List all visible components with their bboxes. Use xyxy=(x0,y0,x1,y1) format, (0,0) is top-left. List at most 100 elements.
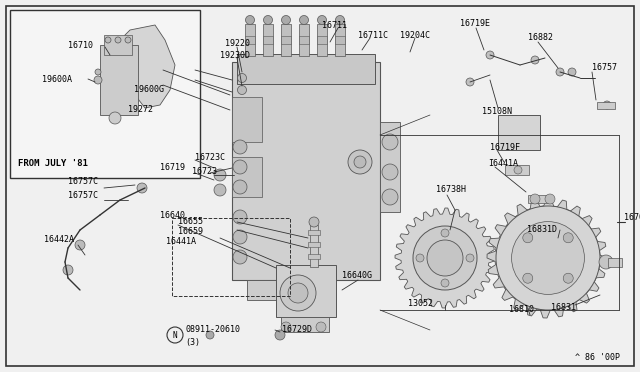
Bar xyxy=(299,36,309,44)
Circle shape xyxy=(233,160,247,174)
Circle shape xyxy=(523,233,532,243)
Circle shape xyxy=(556,68,564,76)
Bar xyxy=(247,280,307,300)
Circle shape xyxy=(105,37,111,43)
Circle shape xyxy=(563,233,573,243)
Circle shape xyxy=(525,235,572,281)
Bar xyxy=(232,157,262,197)
Bar xyxy=(335,36,345,44)
Circle shape xyxy=(233,210,247,224)
Text: 16700: 16700 xyxy=(624,214,640,222)
Circle shape xyxy=(466,78,474,86)
Text: 16711: 16711 xyxy=(322,20,347,29)
Circle shape xyxy=(233,250,247,264)
Bar xyxy=(308,254,320,259)
Circle shape xyxy=(63,265,73,275)
Text: 16655: 16655 xyxy=(178,218,203,227)
Text: 16719E: 16719E xyxy=(460,19,490,29)
Text: 16442A: 16442A xyxy=(44,235,74,244)
Bar xyxy=(100,45,138,115)
Circle shape xyxy=(282,16,291,25)
Circle shape xyxy=(94,76,102,84)
Circle shape xyxy=(508,218,589,299)
Circle shape xyxy=(523,273,532,283)
Text: ^ 86 '00P: ^ 86 '00P xyxy=(575,353,620,362)
Text: 13052: 13052 xyxy=(408,299,433,308)
Circle shape xyxy=(416,254,424,262)
Text: 16831D: 16831D xyxy=(527,225,557,234)
Circle shape xyxy=(427,240,463,276)
Circle shape xyxy=(441,279,449,287)
Circle shape xyxy=(382,189,398,205)
Circle shape xyxy=(563,273,573,283)
Circle shape xyxy=(486,51,494,59)
Bar xyxy=(263,24,273,56)
Circle shape xyxy=(280,275,316,311)
Bar xyxy=(281,24,291,56)
Text: 16831: 16831 xyxy=(551,304,576,312)
Text: 19204C: 19204C xyxy=(400,32,430,41)
Circle shape xyxy=(109,112,121,124)
Circle shape xyxy=(309,217,319,227)
Bar xyxy=(380,122,400,212)
Circle shape xyxy=(288,283,308,303)
Text: 16757: 16757 xyxy=(592,64,617,73)
Text: (3): (3) xyxy=(185,337,200,346)
Circle shape xyxy=(531,56,539,64)
Bar xyxy=(232,62,380,280)
Text: 16441A: 16441A xyxy=(166,237,196,247)
Circle shape xyxy=(281,322,291,332)
Bar xyxy=(308,230,320,235)
Text: 16757C: 16757C xyxy=(68,177,98,186)
Text: 19220: 19220 xyxy=(225,39,250,48)
Circle shape xyxy=(300,16,308,25)
Circle shape xyxy=(413,226,477,290)
Bar xyxy=(281,317,329,332)
Text: 19272: 19272 xyxy=(128,106,153,115)
Circle shape xyxy=(214,169,226,181)
Text: 16738H: 16738H xyxy=(436,186,466,195)
Text: 19600G: 19600G xyxy=(134,86,164,94)
Circle shape xyxy=(530,194,540,204)
Circle shape xyxy=(522,232,532,242)
Text: 16659: 16659 xyxy=(178,228,203,237)
Circle shape xyxy=(233,140,247,154)
Circle shape xyxy=(496,206,600,310)
Text: 16640G: 16640G xyxy=(342,272,372,280)
Circle shape xyxy=(348,150,372,174)
Polygon shape xyxy=(487,198,607,318)
Circle shape xyxy=(137,183,147,193)
Circle shape xyxy=(317,16,326,25)
Circle shape xyxy=(95,69,101,75)
Circle shape xyxy=(75,240,85,250)
Text: I6441A: I6441A xyxy=(488,158,518,167)
Polygon shape xyxy=(395,208,495,308)
Bar xyxy=(505,165,529,175)
Circle shape xyxy=(466,254,474,262)
Circle shape xyxy=(603,101,611,109)
Bar xyxy=(498,115,540,150)
Circle shape xyxy=(545,194,555,204)
Text: 16711C: 16711C xyxy=(358,32,388,41)
Text: 15108N: 15108N xyxy=(482,108,512,116)
Text: N: N xyxy=(173,330,177,340)
Bar xyxy=(104,35,132,55)
Circle shape xyxy=(125,37,131,43)
Text: 16757C: 16757C xyxy=(68,192,98,201)
Bar xyxy=(245,24,255,56)
Bar xyxy=(317,24,327,56)
Circle shape xyxy=(237,74,246,83)
Circle shape xyxy=(206,331,214,339)
Circle shape xyxy=(275,330,285,340)
Text: FROM JULY '81: FROM JULY '81 xyxy=(18,160,88,169)
Bar xyxy=(608,258,622,267)
Bar xyxy=(245,36,255,44)
Circle shape xyxy=(511,222,584,294)
Text: 16723: 16723 xyxy=(192,167,217,176)
Circle shape xyxy=(115,37,121,43)
Circle shape xyxy=(564,274,574,284)
Text: 08911-20610: 08911-20610 xyxy=(185,326,240,334)
Circle shape xyxy=(264,16,273,25)
Bar xyxy=(281,36,291,44)
Circle shape xyxy=(599,255,613,269)
